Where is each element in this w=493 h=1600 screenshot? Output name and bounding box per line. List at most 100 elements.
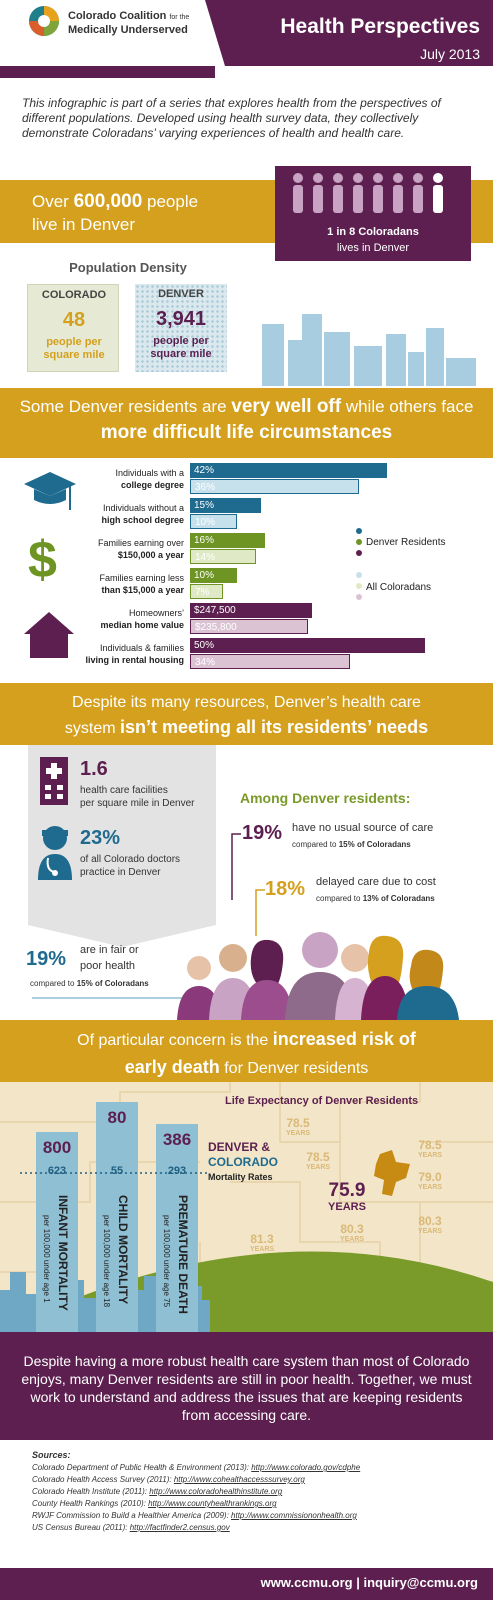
among-heading: Among Denver residents: (240, 790, 411, 806)
conclusion-text: Despite having a more robust health care… (21, 1353, 472, 1423)
comparison-label-line1: Individuals & families (99, 643, 184, 653)
colorado-label: COLORADO (41, 289, 107, 301)
legend-dot-denver-purple (356, 550, 362, 556)
band3-line2-bold: isn’t meeting all its residents’ needs (120, 717, 429, 737)
mortality-sublabel: per 100,000 under age 75 (162, 1215, 171, 1308)
connector-line (255, 889, 265, 936)
dollar-sign-icon: $ (28, 531, 57, 589)
intro-text: This infographic is part of a series tha… (22, 96, 441, 140)
county-life-expectancy: 78.5 (418, 1138, 442, 1152)
person-body-icon (373, 185, 383, 213)
colorado-mortality-rate: 55 (110, 1165, 124, 1177)
county-life-expectancy-unit: YEARS (339, 1236, 365, 1243)
population-count: 600,000 (73, 191, 143, 212)
doctors-line2: practice in Denver (80, 867, 161, 878)
mortality-column (156, 1124, 198, 1332)
person-head-icon (313, 173, 323, 183)
compare-value: 15% (338, 840, 355, 849)
county-life-expectancy: 78.5 (306, 1150, 330, 1164)
band4-line2-bold: early death (124, 1057, 220, 1077)
comparison-label: Individuals & families living in rental h… (4, 642, 184, 666)
source-link[interactable]: http://www.commissiononhealth.org (231, 1511, 357, 1520)
person-head-icon (433, 173, 443, 183)
colorado-mortality-rate: 623 (47, 1165, 67, 1177)
source-item: Colorado Health Institute (2011): http:/… (32, 1487, 282, 1496)
source-link[interactable]: http://www.coloradohealthinstitute.org (149, 1487, 283, 1496)
comparison-label-line2: living in rental housing (85, 655, 184, 665)
city-skyline-icon (262, 314, 476, 386)
connector-line (231, 833, 241, 900)
colorado-density-value: 48 (62, 309, 86, 331)
source-link[interactable]: http://factfinder2.census.gov (129, 1523, 230, 1532)
source-name: County Health Rankings (2010): (32, 1499, 149, 1508)
source-link[interactable]: http://www.cohealthaccesssurvey.org (173, 1475, 305, 1484)
ratio-card-bold: 1 in 8 Coloradans (327, 226, 419, 238)
source-name: RWJF Commission to Build a Healthier Ame… (32, 1511, 232, 1520)
denver-mortality-rate: 80 (107, 1108, 127, 1127)
mortality-sublabel: per 100,000 under age 18 (102, 1215, 111, 1308)
delayed-care-value: 18% (265, 878, 306, 900)
county-life-expectancy: 81.3 (250, 1232, 274, 1246)
county-life-expectancy-unit: YEARS (249, 1246, 275, 1253)
person-body-icon (413, 185, 423, 213)
person-head-icon (333, 173, 343, 183)
colorado-bar: 14% (190, 549, 256, 564)
mortality-legend-line2: COLORADO (208, 1155, 278, 1169)
band4-line1-pre: Of particular concern is the (77, 1032, 269, 1049)
source-item: Colorado Department of Public Health & E… (32, 1463, 360, 1472)
county-life-expectancy-unit: YEARS (417, 1184, 443, 1191)
compare-suffix: of Coloradans (94, 979, 149, 988)
mortality-sublabel: per 100,000 under age 1 (42, 1215, 51, 1303)
compare-label: compared to (30, 979, 75, 988)
legend-dot-colorado-purple (356, 594, 362, 600)
county-life-expectancy-unit: YEARS (285, 1130, 311, 1137)
circumstances-text: Some Denver residents are very well off … (10, 394, 483, 446)
hospital-building-icon (40, 757, 68, 805)
colorado-density-box: COLORADO 48 people per square mile (27, 284, 119, 372)
mortality-label: PREMATURE DEATH (176, 1195, 190, 1314)
colorado-bar: $235,800 (190, 619, 308, 634)
mortality-label: INFANT MORTALITY (56, 1195, 70, 1311)
denver-mortality-rate: 800 (42, 1138, 72, 1157)
denver-life-expectancy: 75.9 (328, 1180, 366, 1201)
delayed-care-text: delayed care due to cost (316, 876, 436, 888)
denver-bar: 10% (190, 568, 237, 583)
comparison-label: Families earning less than $15,000 a year (4, 572, 184, 596)
source-item: RWJF Commission to Build a Healthier Ame… (32, 1511, 357, 1520)
source-link[interactable]: http://www.countyhealthrankings.org (148, 1499, 277, 1508)
circumstances-band (0, 388, 493, 458)
person-head-icon (373, 173, 383, 183)
source-link[interactable]: http://www.colorado.gov/cdphe (251, 1463, 361, 1472)
denver-bar: 16% (190, 533, 266, 548)
colorado-bar: 7% (190, 584, 223, 599)
person-body-icon (333, 185, 343, 213)
person-head-icon (353, 173, 363, 183)
no-usual-care-compare: compared to 15% of Coloradans (292, 838, 411, 851)
header-divider (0, 66, 215, 78)
denver-bar: $247,500 (190, 603, 313, 618)
denver-mortality-rate: 386 (162, 1130, 192, 1149)
comparison-label-line2: than $15,000 a year (101, 585, 184, 595)
colorado-bar: 34% (190, 654, 350, 669)
legend-dot-colorado-green (356, 583, 362, 589)
person-body-icon (433, 185, 443, 213)
page-date: July 2013 (420, 46, 480, 62)
county-life-expectancy: 78.5 (286, 1116, 310, 1130)
denver-unit-line1: people per (153, 335, 209, 347)
county-life-expectancy-unit: YEARS (417, 1152, 443, 1159)
band2-mid: while others face (345, 397, 474, 416)
legend-denver: Denver Residents (366, 537, 446, 548)
band3-line1: Despite its many resources, Denver’s hea… (72, 694, 421, 711)
county-life-expectancy: 80.3 (340, 1222, 364, 1236)
band3-line2-pre: system (64, 720, 116, 737)
source-item: County Health Rankings (2010): http://ww… (32, 1499, 277, 1508)
footer-band (0, 1568, 493, 1600)
footer-contact-link[interactable]: www.ccmu.org | inquiry@ccmu.org (260, 1575, 478, 1590)
doctor-icon (38, 826, 72, 880)
comparison-label-line1: Families earning over (97, 538, 184, 548)
colorado-unit-line1: people per (46, 336, 102, 348)
person-head-icon (293, 173, 303, 183)
house-icon (24, 612, 74, 658)
compare-label: compared to (316, 894, 361, 903)
early-death-text: Of particular concern is the increased r… (10, 1026, 483, 1082)
